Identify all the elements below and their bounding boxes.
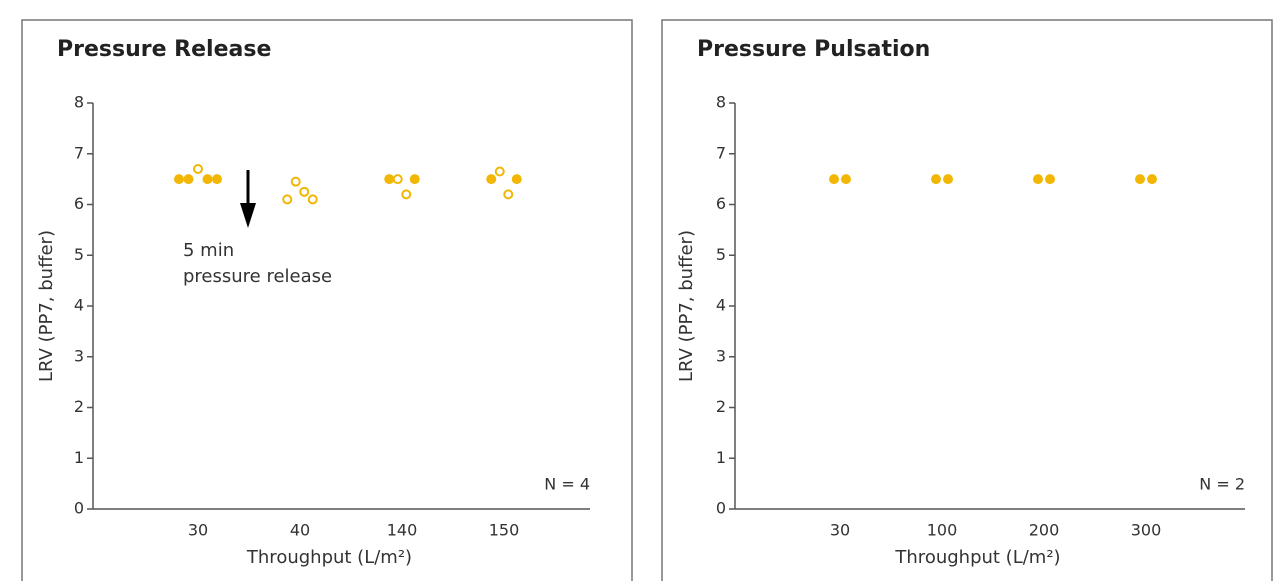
data-point: [183, 174, 194, 185]
y-axis-label: LRV (PP7, buffer): [676, 230, 697, 382]
x-tick-label: 100: [927, 521, 958, 540]
y-tick-label: 7: [716, 143, 726, 162]
chart-title: Pressure Release: [57, 37, 271, 62]
y-tick-label: 4: [716, 296, 726, 315]
y-tick-label: 0: [74, 499, 84, 518]
x-tick-label: 30: [188, 521, 208, 540]
data-point: [384, 174, 395, 185]
chart-title: Pressure Pulsation: [697, 37, 930, 62]
data-point: [1033, 174, 1043, 185]
y-tick-label: 3: [74, 346, 84, 365]
sample-size: N = 2: [1199, 475, 1245, 494]
sample-size: N = 4: [544, 475, 590, 494]
annotation: 5 min: [183, 240, 234, 261]
annotation: pressure release: [183, 266, 332, 287]
data-point: [486, 174, 497, 185]
data-point: [193, 163, 203, 174]
x-tick-label: 200: [1029, 521, 1060, 540]
panel: [21, 19, 633, 581]
y-tick-label: 4: [74, 296, 84, 315]
x-tick-label: 300: [1131, 521, 1162, 540]
data-point: [829, 174, 839, 185]
data-point: [401, 189, 412, 200]
y-tick-label: 2: [716, 397, 726, 416]
data-point: [202, 174, 213, 185]
data-point: [494, 166, 505, 177]
data-point: [299, 186, 310, 197]
y-tick-label: 2: [74, 397, 84, 416]
y-tick-label: 5: [74, 245, 84, 264]
x-axis-label: Throughput (L/m²): [246, 547, 412, 568]
y-tick-label: 8: [716, 93, 726, 112]
data-point: [174, 174, 184, 185]
y-tick-label: 3: [716, 346, 726, 365]
data-point: [511, 174, 522, 185]
data-point: [931, 174, 941, 185]
data-point: [409, 174, 420, 185]
panel: [661, 19, 1273, 581]
data-point: [841, 174, 851, 185]
data-point: [282, 194, 293, 205]
y-tick-label: 0: [716, 499, 726, 518]
x-tick-label: 30: [830, 521, 850, 540]
data-point: [212, 174, 222, 185]
x-tick-label: 40: [290, 521, 310, 540]
data-point: [1147, 174, 1157, 185]
y-axis-label: LRV (PP7, buffer): [36, 230, 57, 382]
y-tick-label: 6: [74, 194, 84, 213]
x-tick-label: 140: [387, 521, 418, 540]
y-tick-label: 5: [716, 245, 726, 264]
y-tick-label: 8: [74, 93, 84, 112]
data-point: [392, 174, 403, 185]
data-point: [290, 176, 301, 187]
x-tick-label: 150: [489, 521, 520, 540]
data-point: [503, 189, 514, 200]
y-tick-label: 7: [74, 143, 84, 162]
y-tick-label: 1: [74, 448, 84, 467]
data-point: [307, 194, 318, 205]
y-tick-label: 6: [716, 194, 726, 213]
x-axis-label: Throughput (L/m²): [894, 547, 1060, 568]
data-point: [943, 174, 953, 185]
arrow: [240, 170, 256, 228]
y-tick-label: 1: [716, 448, 726, 467]
data-point: [1135, 174, 1145, 185]
data-point: [1045, 174, 1055, 185]
